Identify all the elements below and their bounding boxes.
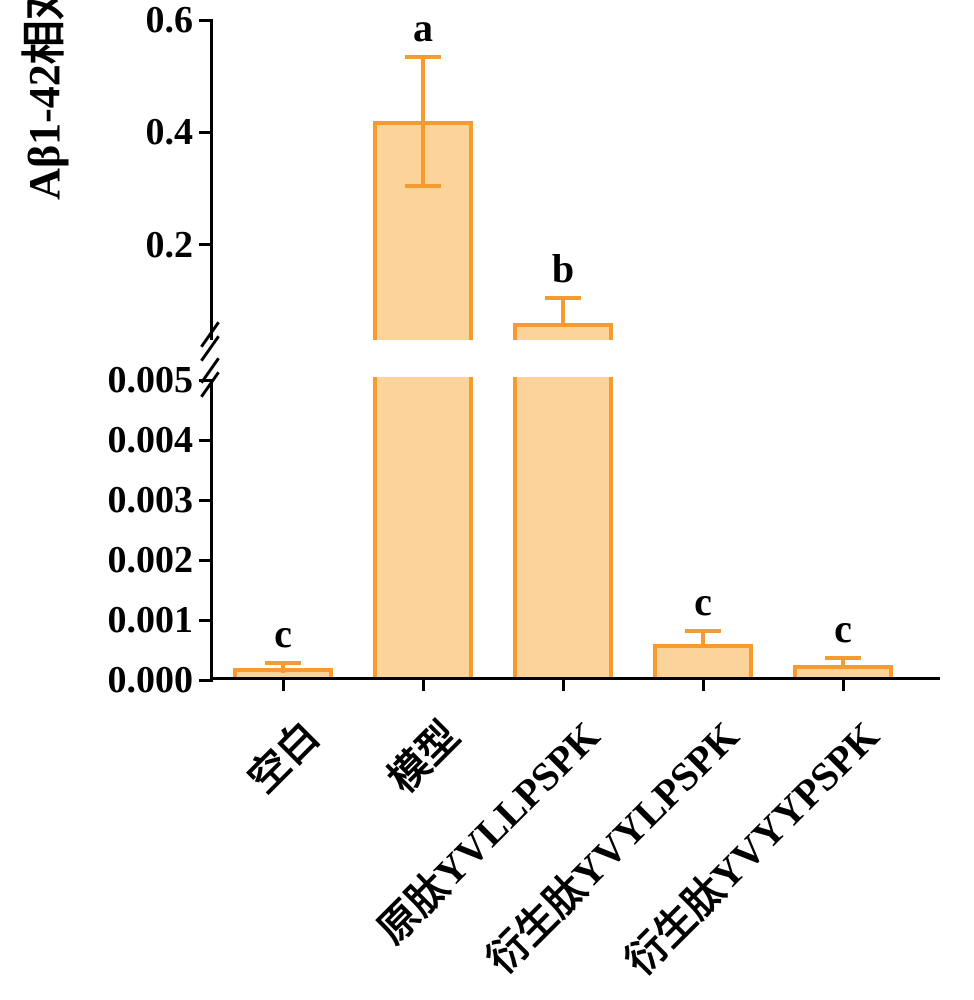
significance-letter: b xyxy=(552,245,574,292)
bar xyxy=(793,665,893,677)
significance-letter: c xyxy=(274,610,292,657)
y-tick-label: 0.2 xyxy=(146,223,194,267)
x-tick xyxy=(562,677,565,691)
y-tick xyxy=(199,243,213,246)
bar xyxy=(513,323,613,340)
x-tick xyxy=(702,677,705,691)
y-tick-label: 0.002 xyxy=(108,538,194,582)
lower-panel: 0.0000.0010.0020.0030.0040.005空白c模型原肽YVL… xyxy=(210,380,940,680)
error-cap xyxy=(825,656,861,660)
error-bar xyxy=(421,57,425,186)
plot-area: 0.20.40.6ab 0.0000.0010.0020.0030.0040.0… xyxy=(210,20,940,680)
bar xyxy=(373,377,473,677)
y-tick xyxy=(199,499,213,502)
y-tick-label: 0.000 xyxy=(108,658,194,702)
upper-panel: 0.20.40.6ab xyxy=(210,20,940,340)
significance-letter: c xyxy=(834,605,852,652)
error-cap xyxy=(545,296,581,300)
y-tick-label: 0.4 xyxy=(146,110,194,154)
y-tick xyxy=(199,19,213,22)
y-tick xyxy=(199,619,213,622)
error-cap xyxy=(405,55,441,59)
y-tick-label: 0.6 xyxy=(146,0,194,42)
y-tick xyxy=(199,559,213,562)
significance-letter: a xyxy=(413,4,433,51)
x-tick-label: 模型 xyxy=(372,706,470,804)
bar xyxy=(513,377,613,677)
x-tick-label: 衍生肽YVYYPSPK xyxy=(610,706,890,986)
y-tick-label: 0.005 xyxy=(108,358,194,402)
error-cap xyxy=(265,661,301,665)
bar-chart: Aβ1-42相对蛋白表达 0.20.40.6ab 0.0000.0010.002… xyxy=(0,0,974,1000)
significance-letter: c xyxy=(694,578,712,625)
y-axis-label: Aβ1-42相对蛋白表达 xyxy=(8,0,72,350)
x-tick-label: 空白 xyxy=(232,706,330,804)
y-tick-label: 0.001 xyxy=(108,598,194,642)
y-tick xyxy=(199,379,213,382)
bar xyxy=(653,644,753,677)
x-tick xyxy=(282,677,285,691)
error-cap xyxy=(405,184,441,188)
x-tick xyxy=(422,677,425,691)
y-tick xyxy=(199,439,213,442)
x-tick xyxy=(842,677,845,691)
error-cap xyxy=(685,629,721,633)
y-tick-label: 0.003 xyxy=(108,478,194,522)
y-tick xyxy=(199,131,213,134)
y-tick xyxy=(199,679,213,682)
error-bar xyxy=(561,298,565,323)
y-tick-label: 0.004 xyxy=(108,418,194,462)
